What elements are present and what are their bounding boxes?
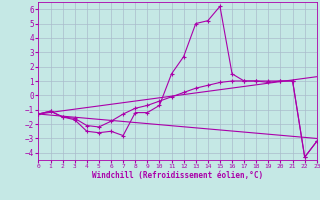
X-axis label: Windchill (Refroidissement éolien,°C): Windchill (Refroidissement éolien,°C) [92, 171, 263, 180]
